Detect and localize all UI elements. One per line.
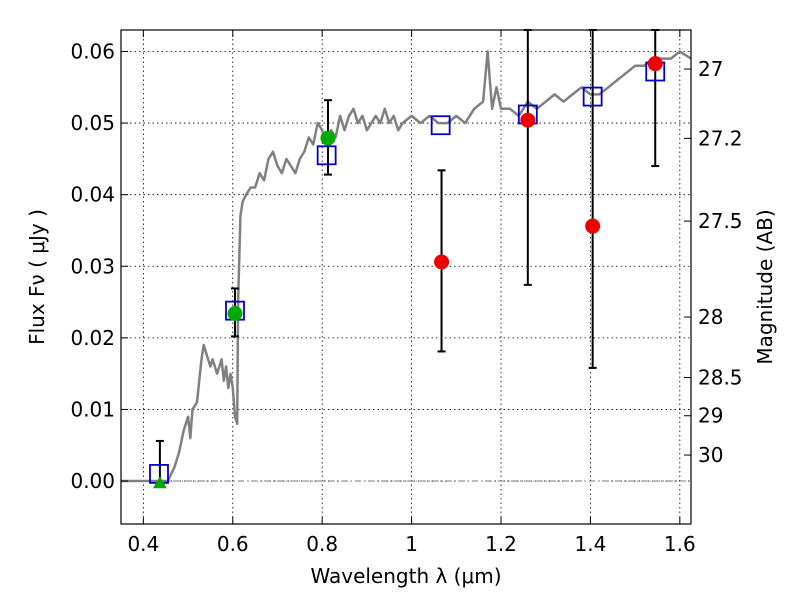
y-tick-label: 0.02 xyxy=(70,326,115,350)
green-data-point xyxy=(320,130,336,146)
y-tick-label: 0.00 xyxy=(70,469,115,493)
y-tick-label: 0.05 xyxy=(70,111,115,135)
grid xyxy=(121,30,691,524)
y2-tick-label: 27.5 xyxy=(698,209,743,233)
y-axis-label: Flux Fν ( μJy ) xyxy=(25,209,49,345)
green-upper-limit-triangle xyxy=(152,476,167,489)
y2-tick-label: 28 xyxy=(698,305,723,329)
x-tick-label: 1 xyxy=(405,532,418,556)
model-photometry-square xyxy=(316,145,337,166)
x-tick-label: 1.4 xyxy=(575,532,607,556)
x-tick-label: 1.2 xyxy=(485,532,517,556)
red-data-point xyxy=(585,218,601,234)
y2-tick-label: 28.5 xyxy=(698,366,743,390)
y2-axis-label: Magnitude (AB) xyxy=(753,209,777,364)
red-data-point xyxy=(434,254,450,270)
y-tick-label: 0.04 xyxy=(70,183,115,207)
y2-tick-label: 27 xyxy=(698,57,723,81)
model-photometry-square xyxy=(582,86,603,107)
y-tick-label: 0.01 xyxy=(70,397,115,421)
y2-tick-label: 27.2 xyxy=(698,126,743,150)
x-tick-label: 0.8 xyxy=(306,532,338,556)
y2-tick-label: 29 xyxy=(698,404,723,428)
y-tick-label: 0.06 xyxy=(70,39,115,63)
x-tick-label: 0.6 xyxy=(217,532,249,556)
y-tick-label: 0.03 xyxy=(70,254,115,278)
red-data-point xyxy=(647,56,663,72)
red-data-point xyxy=(520,112,536,128)
model-spectrum-line xyxy=(121,50,692,483)
plot-frame xyxy=(120,29,692,525)
x-axis-label: Wavelength λ (μm) xyxy=(310,564,501,588)
x-tick-label: 0.4 xyxy=(127,532,159,556)
model-spectrum-layer xyxy=(121,50,692,483)
x-tick-label: 1.6 xyxy=(664,532,696,556)
model-photometry-square xyxy=(430,115,451,136)
green-data-point xyxy=(227,306,243,322)
tick-layer: 0.4 0.6 0.8 1 1.2 1.4 1.6 0.00 0.01 0.02 0.03 0.04 0… xyxy=(70,30,743,556)
marker-layer xyxy=(149,56,666,489)
y2-tick-label: 30 xyxy=(698,443,723,467)
